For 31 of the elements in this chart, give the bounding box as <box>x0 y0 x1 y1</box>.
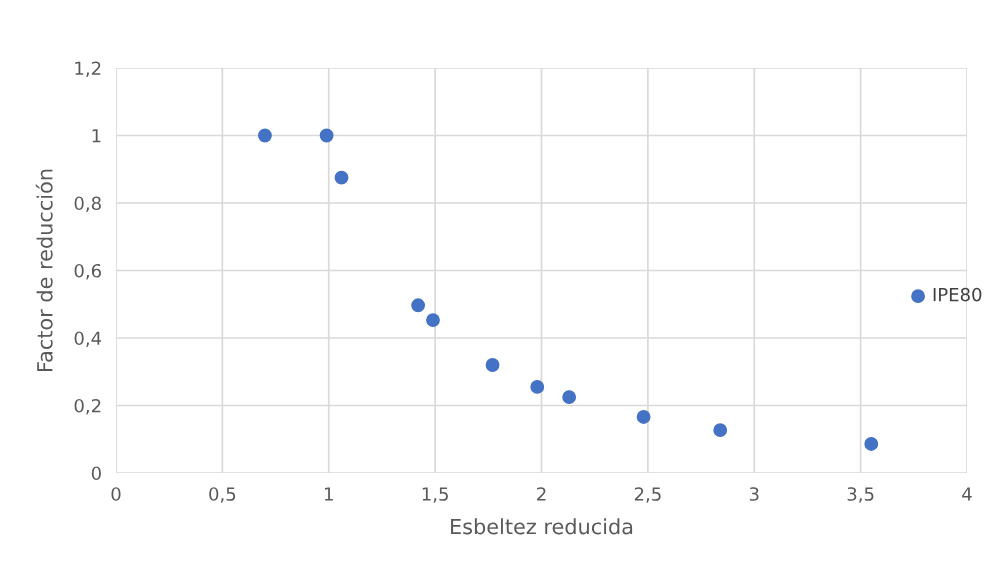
y-tick-label: 0,2 <box>74 398 101 415</box>
x-tick-label: 0 <box>111 487 121 501</box>
point <box>319 128 334 143</box>
point <box>864 437 879 451</box>
x-tick-label: 1,5 <box>422 487 448 503</box>
point <box>562 390 577 404</box>
y-tick-label: 1,2 <box>75 61 101 77</box>
x-tick-label: 2 <box>537 487 546 501</box>
y-tick-label: 0,8 <box>74 196 101 212</box>
point <box>426 313 440 328</box>
point <box>713 423 728 438</box>
x-tick-label: 3 <box>749 487 759 501</box>
point <box>636 410 651 424</box>
annotation: IPE80 <box>933 287 982 302</box>
x-axis-title: Esbeltez reducida <box>451 518 633 535</box>
y-axis-title: Factor de reducción <box>35 169 53 371</box>
point <box>485 358 500 372</box>
point <box>911 289 925 304</box>
point <box>411 298 426 313</box>
y-tick-label: 0,6 <box>74 263 101 280</box>
point <box>334 170 349 185</box>
y-tick-label: 0,4 <box>74 331 102 347</box>
x-tick-label: 0,5 <box>209 487 236 503</box>
x-tick-label: 2,5 <box>634 487 661 503</box>
y-tick-label: 1 <box>92 129 101 143</box>
x-tick-label: 4 <box>962 487 972 501</box>
point <box>530 380 545 394</box>
point <box>258 128 272 143</box>
x-tick-label: 1 <box>324 487 333 501</box>
x-tick-label: 3,5 <box>847 487 874 503</box>
y-tick-label: 0 <box>91 466 101 481</box>
